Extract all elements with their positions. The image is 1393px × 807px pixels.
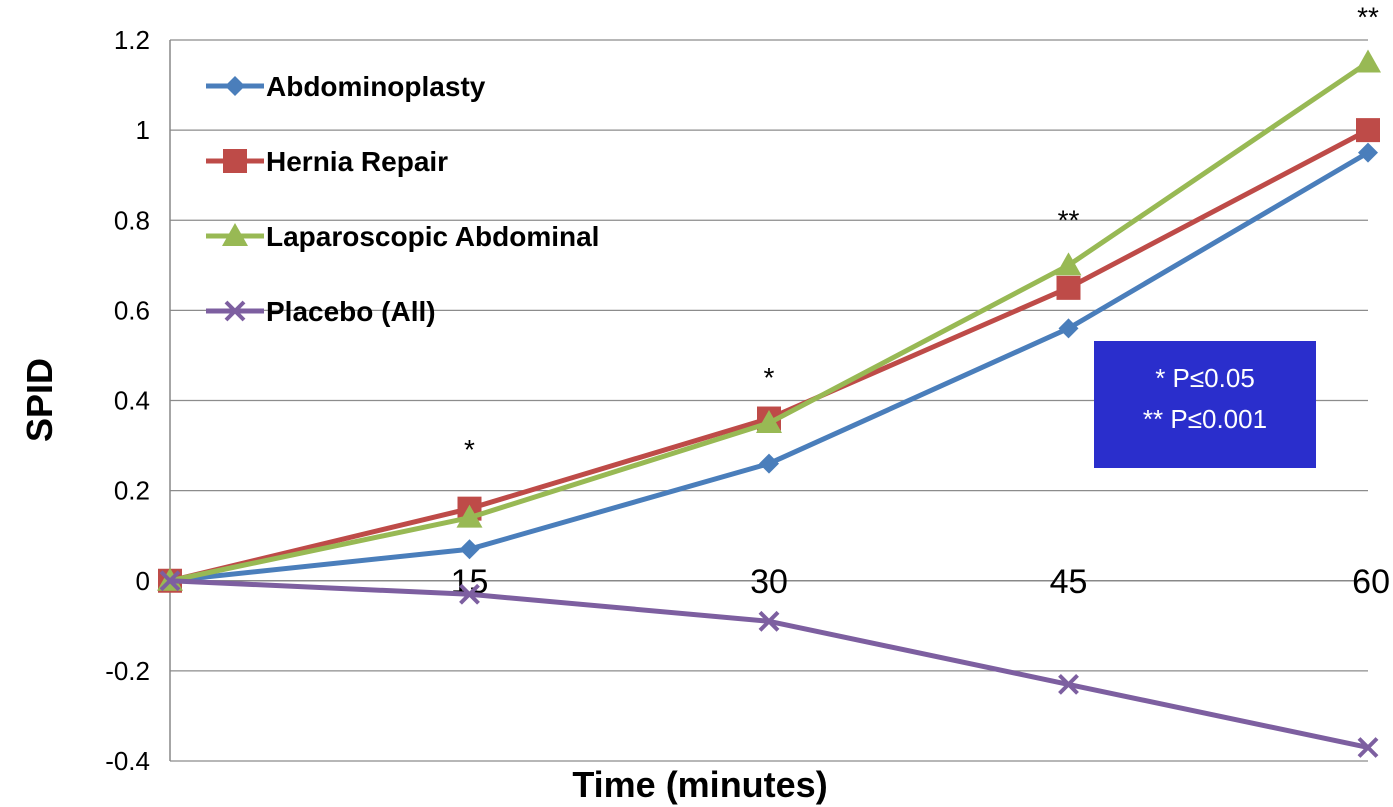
legend-swatch-marker-1 [223, 149, 247, 173]
legend: Abdominoplasty Hernia Repair Laparoscopic … [206, 71, 599, 327]
y-tick-label-2: 0 [136, 566, 150, 596]
series-0-point-4 [1358, 142, 1378, 163]
annotation-2: ** [1058, 204, 1080, 235]
series-2-point-4 [1355, 49, 1381, 73]
significance-box-line-1: * P≤0.05 [1155, 363, 1255, 393]
series-0-point-1 [459, 539, 480, 560]
annotation-3: ** [1357, 1, 1379, 32]
series-lines [157, 49, 1381, 758]
series-1-point-4 [1356, 118, 1380, 143]
y-tick-label-8: 1.2 [114, 25, 150, 55]
significance-annotations: ****** [464, 1, 1379, 465]
x-tick-labels: 15 30 45 60 [451, 563, 1390, 601]
series-3-point-3 [1058, 673, 1079, 695]
y-tick-label-0: -0.4 [105, 746, 150, 776]
legend-item-0: Abdominoplasty [206, 71, 486, 102]
y-tick-labels: -0.4 -0.2 0 0.2 0.4 0.6 0.8 1 1.2 [105, 25, 150, 776]
legend-swatch-marker-2 [222, 223, 248, 246]
annotation-0: * [464, 434, 475, 465]
series-2-point-3 [1055, 252, 1082, 276]
y-tick-label-1: -0.2 [105, 656, 150, 686]
legend-item-1: Hernia Repair [206, 146, 448, 177]
y-tick-label-5: 0.6 [114, 295, 150, 325]
series-2-point-1 [456, 504, 483, 528]
y-tick-label-4: 0.4 [114, 386, 150, 416]
series-line-3 [169, 578, 1369, 750]
series-3-point-2 [758, 610, 780, 632]
series-3 [159, 570, 1379, 758]
series-1-point-3 [1056, 275, 1081, 300]
significance-box-line-2: ** P≤0.001 [1143, 404, 1267, 434]
legend-label-0: Abdominoplasty [266, 71, 486, 102]
series-3-point-1 [459, 583, 480, 605]
y-tick-label-7: 1 [136, 115, 150, 145]
series-2-point-2 [756, 410, 782, 434]
series-3-point-0 [159, 570, 181, 592]
legend-label-1: Hernia Repair [266, 146, 448, 177]
legend-item-3: Placebo (All) [206, 296, 436, 327]
legend-swatch-marker-3 [224, 300, 246, 322]
series-0-point-2 [759, 453, 779, 474]
legend-swatch-marker-0 [225, 76, 245, 96]
x-tick-label-45: 45 [1050, 563, 1088, 601]
series-0-point-3 [1058, 318, 1079, 339]
legend-label-3: Placebo (All) [266, 296, 436, 327]
x-tick-label-60: 60 [1352, 563, 1390, 601]
annotation-1: * [764, 362, 775, 393]
x-axis-title: Time (minutes) [572, 764, 827, 805]
y-tick-label-6: 0.8 [114, 205, 150, 235]
legend-label-2: Laparoscopic Abdominal [266, 221, 599, 252]
x-tick-label-30: 30 [750, 563, 788, 601]
significance-box: * P≤0.05 ** P≤0.001 [1094, 341, 1316, 468]
legend-item-2: Laparoscopic Abdominal [206, 221, 599, 252]
series-3-point-4 [1357, 737, 1379, 758]
significance-box-background [1094, 341, 1316, 468]
y-axis-title: SPID [19, 358, 60, 442]
y-tick-label-3: 0.2 [114, 476, 150, 506]
